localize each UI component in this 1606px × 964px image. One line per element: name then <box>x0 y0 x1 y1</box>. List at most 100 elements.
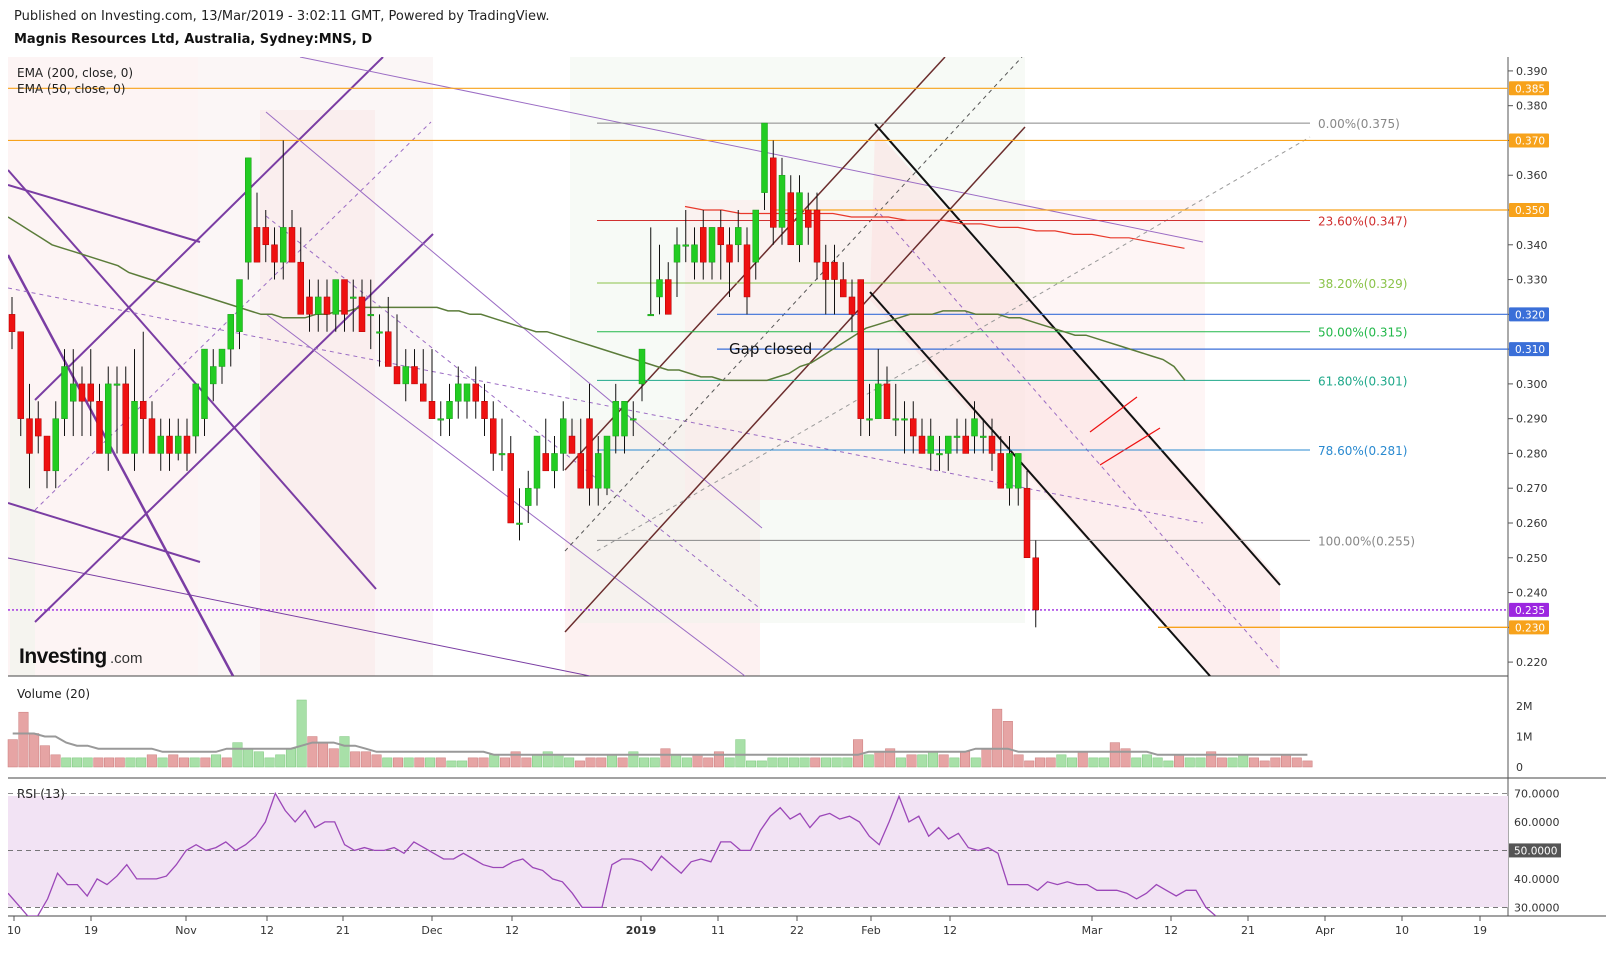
volume-bar <box>820 757 831 768</box>
price-level-badge <box>1509 620 1549 635</box>
volume-bar <box>703 757 714 768</box>
candle-body <box>1015 453 1022 489</box>
volume-bar <box>392 757 403 768</box>
candle-body <box>350 296 357 299</box>
volume-bar <box>50 754 61 768</box>
volume-bar <box>307 736 318 768</box>
price-tick-label: 0.260 <box>1516 517 1548 530</box>
candle-body <box>297 261 304 315</box>
candle-body <box>498 453 506 456</box>
volume-bar <box>981 748 992 768</box>
candle-body <box>52 418 59 472</box>
candle-body <box>735 227 742 246</box>
candle-body <box>551 453 558 472</box>
rsi-label: RSI (13) <box>17 787 65 801</box>
volume-bar <box>318 742 329 768</box>
candle-body <box>437 418 444 421</box>
candle-body <box>892 418 899 421</box>
price-tick-label: 0.390 <box>1516 65 1548 78</box>
time-tick-label: 21 <box>1241 924 1255 937</box>
fibonacci-levels: 0.00%(0.375) 23.60%(0.347) 38.20%(0.329) 50… <box>597 117 1415 548</box>
candle-body <box>402 366 409 385</box>
volume-bar <box>532 754 543 768</box>
volume-bar <box>61 757 72 768</box>
candle-body <box>857 279 864 419</box>
candle-body <box>105 383 112 454</box>
price-level-badge-label: 0.310 <box>1515 344 1545 356</box>
candle-body <box>656 279 663 298</box>
volume-bar <box>596 757 607 768</box>
candle-body <box>490 418 497 454</box>
volume-bar <box>1216 757 1227 768</box>
time-tick-label: 2019 <box>626 924 657 937</box>
candle-body <box>1023 487 1031 559</box>
candle-body <box>743 244 751 298</box>
candle-body <box>61 366 68 419</box>
candle-body <box>35 418 42 437</box>
candle-body <box>1032 557 1039 611</box>
volume-bar <box>617 757 628 768</box>
volume-bar <box>200 757 211 768</box>
candle-body <box>586 418 593 489</box>
candle-body <box>883 383 891 419</box>
volume-bar <box>1002 721 1013 768</box>
volume-bar <box>799 757 810 768</box>
candle-body <box>700 227 707 263</box>
volume-bar <box>1099 757 1110 768</box>
candle-body <box>17 331 24 419</box>
candle-body <box>227 314 234 350</box>
volume-bar <box>1045 757 1056 768</box>
price-tick-label: 0.330 <box>1516 274 1548 287</box>
volume-bar <box>499 757 510 768</box>
rsi-current-badge <box>1509 843 1561 858</box>
volume-bar <box>136 757 147 768</box>
candle-body <box>988 435 996 454</box>
volume-bar <box>253 751 264 768</box>
volume-bar <box>885 748 896 768</box>
volume-bar <box>371 754 382 768</box>
price-tick-label: 0.240 <box>1516 587 1548 600</box>
volume-bar <box>296 699 307 768</box>
rsi-tick-label: 30.0000 <box>1514 901 1560 914</box>
candle-body <box>831 261 838 280</box>
volume-bar <box>93 757 104 768</box>
price-level-badge-label: 0.350 <box>1515 205 1545 217</box>
candle-body <box>306 296 313 315</box>
volume-bar <box>446 760 457 768</box>
volume-bar <box>671 754 682 768</box>
volume-tick-label: 1M <box>1516 731 1533 744</box>
candle-body <box>367 314 374 317</box>
candle-body <box>770 157 777 228</box>
volume-bar <box>927 751 938 768</box>
candle-body <box>8 314 16 332</box>
candle-body <box>997 453 1004 489</box>
volume-bar <box>692 754 703 768</box>
volume-bar <box>1184 757 1195 768</box>
time-tick-label: Dec <box>421 924 442 937</box>
volume-bar <box>114 757 125 768</box>
volume-bar <box>1120 748 1131 768</box>
candle-body <box>875 383 882 419</box>
volume-bar <box>403 757 414 768</box>
candle-body <box>96 401 103 454</box>
candle-body <box>752 209 759 263</box>
volume-bar <box>39 745 50 768</box>
volume-bar <box>104 757 115 768</box>
volume-bar <box>264 757 275 768</box>
candle-body <box>463 383 471 402</box>
time-tick-label: 12 <box>943 924 957 937</box>
price-tick-label: 0.300 <box>1516 378 1548 391</box>
time-tick-label: 12 <box>1164 924 1178 937</box>
candle-body <box>542 453 549 472</box>
volume-bar <box>1034 757 1045 768</box>
price-tick-label: 0.280 <box>1516 447 1548 460</box>
candle-body <box>866 418 873 421</box>
candle-body <box>183 435 191 454</box>
candle-body <box>332 279 339 315</box>
volume-bar <box>724 757 735 768</box>
candle-body <box>577 453 584 489</box>
time-tick-label: Mar <box>1082 924 1103 937</box>
rsi-tick-label: 70.0000 <box>1514 787 1560 800</box>
price-level-badge <box>1509 81 1549 96</box>
volume-bar <box>1131 757 1142 768</box>
